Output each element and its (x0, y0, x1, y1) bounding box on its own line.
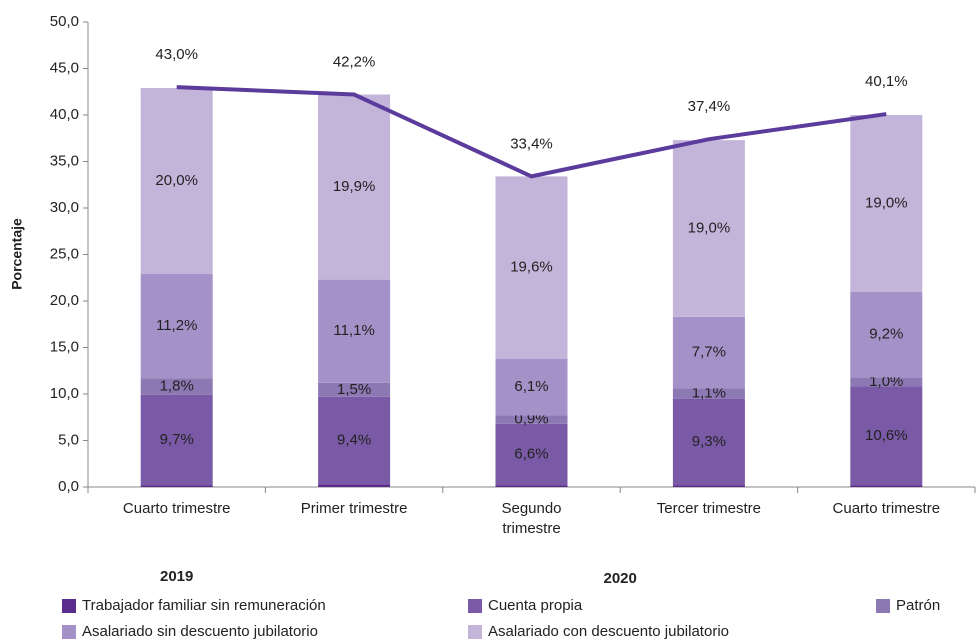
bar-segment (140, 378, 213, 395)
legend-label: Cuenta propia (488, 597, 583, 614)
bar-segment (495, 358, 568, 416)
bar-segment (672, 398, 745, 486)
value-label: 7,7% (692, 344, 726, 361)
value-label: 6,1% (514, 378, 548, 395)
y-tick-label: 5,0 (58, 431, 79, 448)
value-label: 1,8% (160, 378, 194, 395)
bar-segment (672, 140, 745, 317)
bar-segment (318, 94, 391, 280)
bar-segment (318, 279, 391, 383)
y-tick-label: 40,0 (50, 106, 79, 123)
value-label: 11,2% (156, 317, 197, 334)
bar-segment (850, 485, 923, 487)
value-label: 6,6% (514, 445, 548, 462)
y-tick-label: 10,0 (50, 385, 79, 402)
line (176, 85, 887, 179)
value-label: 9,3% (692, 433, 726, 450)
bar-segment (140, 485, 213, 487)
year-label: 2020 (604, 570, 637, 587)
legend-swatch (62, 625, 76, 639)
bar-segment (672, 316, 745, 389)
bar-segment (318, 382, 391, 397)
bar-segment (672, 485, 745, 487)
y-tick-label: 15,0 (50, 338, 79, 355)
y-tick-label: 45,0 (50, 59, 79, 76)
bar-segment (140, 88, 213, 275)
value-label: 11,1% (333, 322, 374, 339)
value-label: 19,6% (510, 258, 553, 275)
bar-segment (495, 176, 568, 359)
bar-segment (850, 386, 923, 486)
bar-segment (140, 394, 213, 486)
value-label: 1,1% (692, 385, 726, 402)
bar-segment (318, 396, 391, 485)
bar-segment (495, 485, 568, 487)
bar-segment (850, 377, 923, 387)
line-label: 37,4% (688, 98, 731, 115)
legend-swatch (468, 599, 482, 613)
value-label: 10,6% (865, 427, 908, 444)
y-tick-label: 35,0 (50, 152, 79, 169)
y-axis-label: Porcentaje (9, 218, 25, 290)
bar-segment (318, 484, 391, 487)
value-label: 9,7% (160, 431, 194, 448)
bar-segment (850, 115, 923, 292)
y-tick-label: 50,0 (50, 13, 79, 30)
line-label: 33,4% (510, 135, 553, 152)
value-label: 9,2% (869, 325, 903, 342)
value-label: 20,0% (155, 172, 198, 189)
legend-label: Asalariado sin descuento jubilatorio (82, 623, 318, 640)
value-label: 19,9% (333, 178, 376, 195)
line-label: 42,2% (333, 54, 376, 71)
x-tick-label: Segundo trimestre (501, 500, 562, 537)
x-tick-label: Primer trimestre (300, 500, 408, 517)
value-label: 19,0% (865, 194, 908, 211)
legend-label: Asalariado con descuento jubilatorio (488, 623, 729, 640)
legend-label: Trabajador familiar sin remuneración (82, 597, 326, 614)
legend-swatch (468, 625, 482, 639)
bar-segment (672, 388, 745, 399)
legend-swatch (876, 599, 890, 613)
y-tick-label: 30,0 (50, 199, 79, 216)
legend-label: Patrón (896, 597, 940, 614)
year-label: 2019 (160, 568, 193, 585)
value-label: 9,4% (337, 431, 371, 448)
x-tick-label: Cuarto trimestre (122, 500, 231, 517)
bar-segment (140, 274, 213, 379)
bar-segment (495, 423, 568, 486)
value-label: 1,5% (337, 381, 371, 398)
line-label: 43,0% (155, 46, 198, 63)
bar-segment (495, 415, 568, 424)
y-tick-label: 20,0 (50, 292, 79, 309)
bar-segment (850, 291, 923, 378)
x-tick-label: Tercer trimestre (656, 500, 761, 517)
line-label: 40,1% (865, 73, 908, 90)
y-tick-label: 0,0 (58, 478, 79, 495)
legend-swatch (62, 599, 76, 613)
x-tick-label: Cuarto trimestre (832, 500, 941, 517)
value-label: 19,0% (688, 219, 731, 236)
y-tick-label: 25,0 (50, 245, 79, 262)
